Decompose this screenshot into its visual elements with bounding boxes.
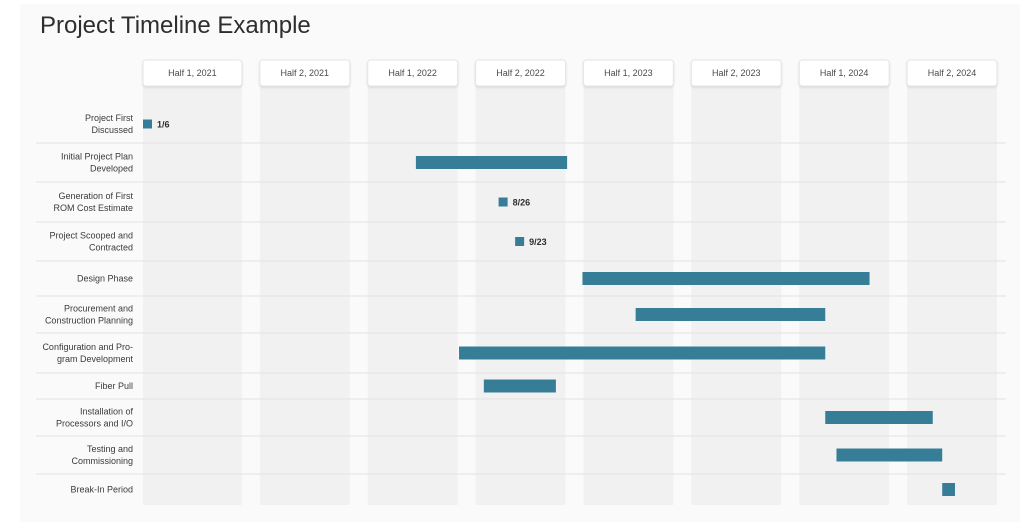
task-label: Break-In Period: [70, 485, 133, 495]
milestone-marker: [515, 237, 525, 246]
period-header: [583, 59, 674, 87]
period-header: [367, 59, 459, 87]
chart-title: Project Timeline Example: [40, 12, 311, 39]
milestone-date-label: 8/26: [513, 198, 531, 208]
task-label: Project First Discussed: [85, 113, 134, 135]
period-header-label: Half 1, 2023: [604, 68, 653, 78]
task-bar: [942, 483, 955, 496]
period-header-label: Half 1, 2021: [168, 68, 217, 78]
period-header: [475, 59, 566, 87]
period-header: [259, 59, 351, 87]
milestone-date-label: 1/6: [157, 120, 170, 130]
task-bar: [582, 272, 870, 285]
task-bar: [825, 411, 933, 424]
period-header: [690, 59, 782, 87]
task-label: Testing and Commissioning: [71, 444, 133, 466]
task-label: Project Scooped and Contracted: [49, 231, 133, 253]
period-header-label: Half 2, 2023: [712, 68, 761, 78]
period-column: [259, 62, 350, 505]
task-label: Configuration and Pro-gram Development: [42, 342, 133, 364]
period-header-label: Half 1, 2022: [388, 68, 437, 78]
period-header-label: Half 1, 2024: [820, 68, 869, 78]
milestone-marker: [498, 197, 508, 207]
task-label: Installation of Processors and I/O: [56, 407, 134, 429]
period-header: [906, 59, 998, 87]
period-column: [907, 62, 997, 505]
task-bar: [415, 156, 568, 169]
task-bar: [459, 346, 826, 360]
task-bar: [836, 448, 943, 462]
milestone-date-label: 9/23: [529, 237, 547, 247]
period-column: [367, 62, 458, 505]
period-header-label: Half 2, 2022: [496, 68, 545, 78]
period-header: [142, 59, 243, 87]
period-column: [475, 62, 566, 505]
task-label: Design Phase: [77, 274, 133, 284]
period-header-label: Half 2, 2024: [928, 68, 977, 78]
period-header-label: Half 2, 2021: [281, 68, 330, 78]
task-bar: [635, 308, 826, 321]
task-label: Initial Project Plan Developed: [61, 152, 133, 174]
task-label: Generation of First ROM Cost Estimate: [53, 191, 133, 213]
period-column: [143, 62, 242, 505]
task-label: Procurement and Construction Planning: [45, 304, 133, 326]
period-header: [798, 59, 890, 87]
milestone-marker: [143, 119, 152, 129]
task-bar: [483, 379, 556, 393]
task-label: Fiber Pull: [95, 381, 133, 391]
